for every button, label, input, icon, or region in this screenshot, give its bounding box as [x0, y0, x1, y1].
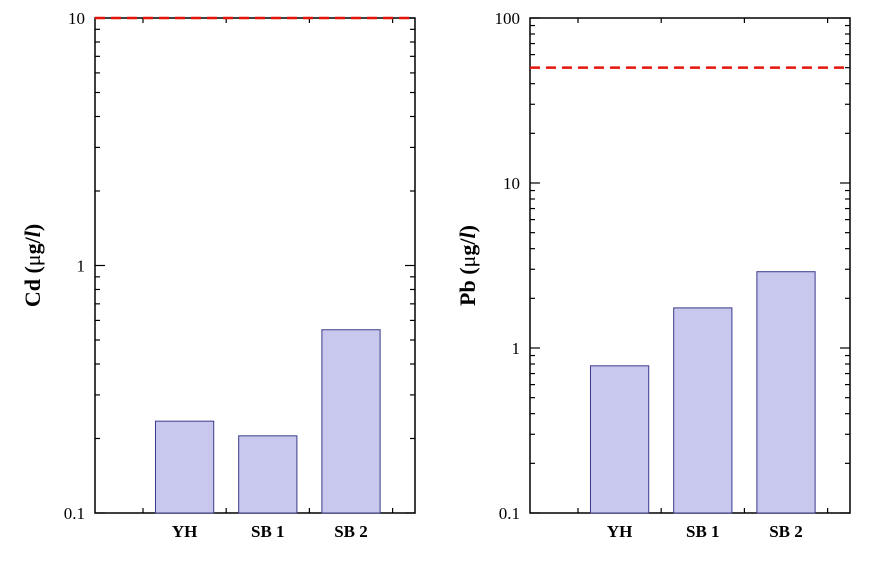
figure-container: { "figure": { "width": 879, "height": 56…: [0, 0, 879, 564]
ytick-label: 0.1: [499, 504, 520, 523]
bar-sb1: [674, 308, 732, 513]
bar-sb1: [239, 436, 297, 513]
ytick-label: 1: [77, 257, 86, 276]
xtick-label: SB 2: [769, 522, 803, 541]
dual-bar-chart: 0.1 1 10 YH SB 1 SB 2 Cd (μg/l) 0.1 1 10 100 YH SB 1…: [0, 0, 879, 564]
xtick-label: YH: [607, 522, 633, 541]
y-axis-label: Pb (μg/l): [455, 225, 480, 306]
ytick-label: 10: [68, 9, 85, 28]
xtick-label: YH: [172, 522, 198, 541]
ytick-label: 1: [512, 339, 521, 358]
bar-sb2: [322, 330, 380, 513]
xtick-label: SB 1: [251, 522, 285, 541]
bar-sb2: [757, 272, 815, 513]
ytick-label: 10: [503, 174, 520, 193]
y-axis-label: Cd (μg/l): [20, 224, 45, 307]
ytick-label: 0.1: [64, 504, 85, 523]
ytick-label: 100: [495, 9, 521, 28]
xtick-label: SB 2: [334, 522, 368, 541]
bar-yh: [590, 366, 648, 513]
xtick-label: SB 1: [686, 522, 720, 541]
bar-yh: [155, 421, 213, 513]
